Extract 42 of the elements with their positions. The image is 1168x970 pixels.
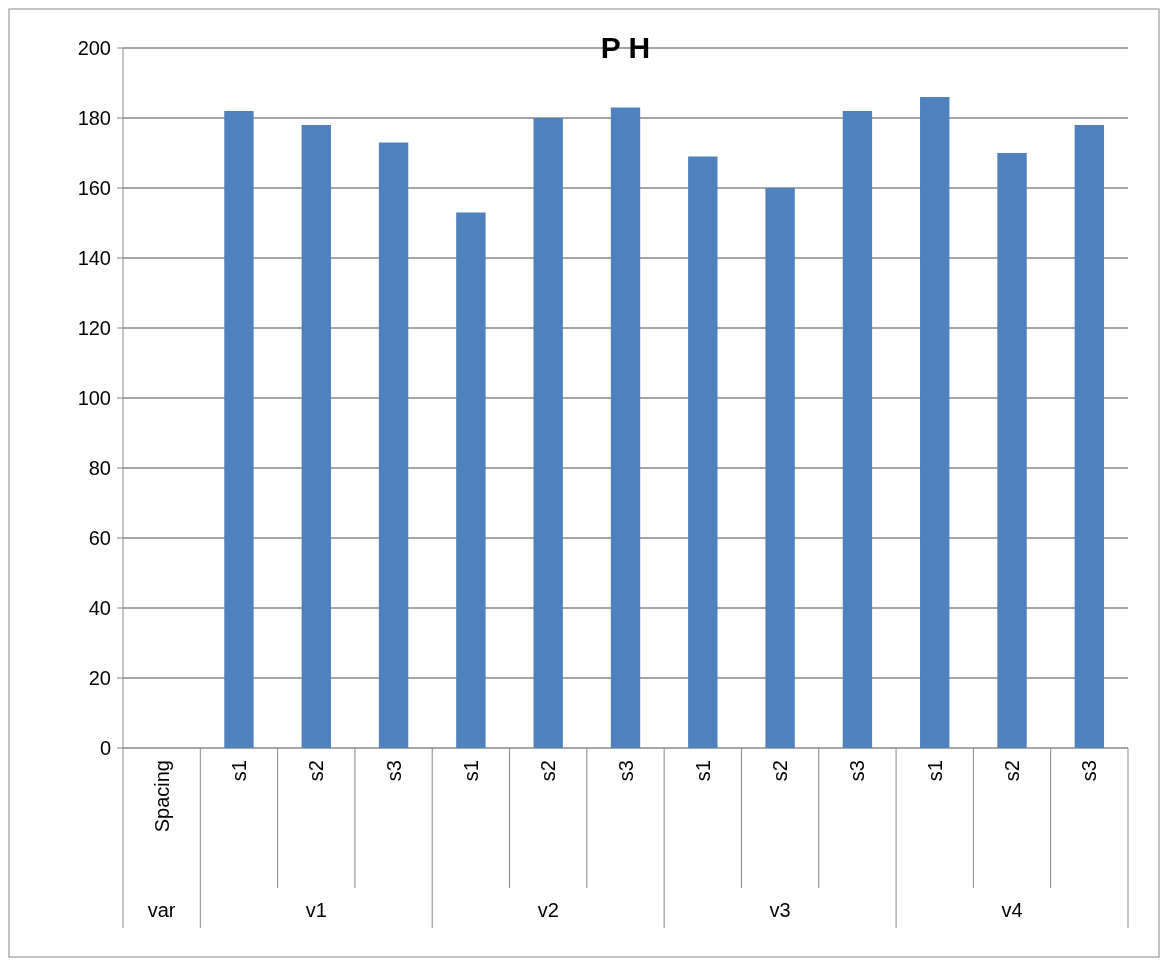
y-tick-label: 200 — [77, 37, 111, 59]
y-tick-label: 60 — [88, 527, 111, 549]
bar — [456, 212, 486, 748]
text: var — [147, 899, 176, 921]
y-tick-label: 80 — [88, 457, 111, 479]
bar — [1074, 125, 1105, 748]
bar — [688, 156, 718, 748]
bar — [765, 188, 795, 748]
x-tick-label: s3 — [382, 760, 405, 782]
x-tick-label: s2 — [769, 760, 792, 782]
bar — [997, 153, 1027, 748]
x-tick-label: s2 — [1001, 760, 1024, 782]
x-tick-label: s2 — [537, 760, 560, 782]
x-tick-label: Spacing — [150, 760, 173, 833]
text: v1 — [305, 899, 327, 921]
bar — [224, 111, 254, 748]
y-tick-label: 20 — [88, 667, 111, 689]
bar — [378, 142, 409, 748]
x-tick-label: s3 — [1078, 760, 1101, 782]
x-tick-label: s1 — [227, 760, 250, 782]
chart-title: P H — [600, 31, 651, 64]
y-tick-label: 40 — [88, 597, 111, 619]
x-tick-label: s3 — [614, 760, 637, 782]
y-tick-label: 140 — [77, 247, 111, 269]
x-tick-label: s1 — [459, 760, 482, 782]
y-tick-label: 120 — [77, 317, 111, 339]
y-tick-label: 0 — [99, 737, 111, 759]
bar — [842, 111, 873, 748]
bar — [920, 97, 950, 748]
x-tick-label: s1 — [691, 760, 714, 782]
text: v2 — [537, 899, 559, 921]
y-tick-label: 160 — [77, 177, 111, 199]
text: v3 — [769, 899, 791, 921]
bar — [610, 107, 641, 748]
text: v4 — [1001, 899, 1023, 921]
y-tick-label: 180 — [77, 107, 111, 129]
bar — [301, 125, 331, 748]
x-tick-label: s1 — [923, 760, 946, 782]
x-tick-label: s2 — [305, 760, 328, 782]
y-tick-label: 100 — [77, 387, 111, 409]
bar — [533, 118, 563, 748]
x-tick-label: s3 — [846, 760, 869, 782]
